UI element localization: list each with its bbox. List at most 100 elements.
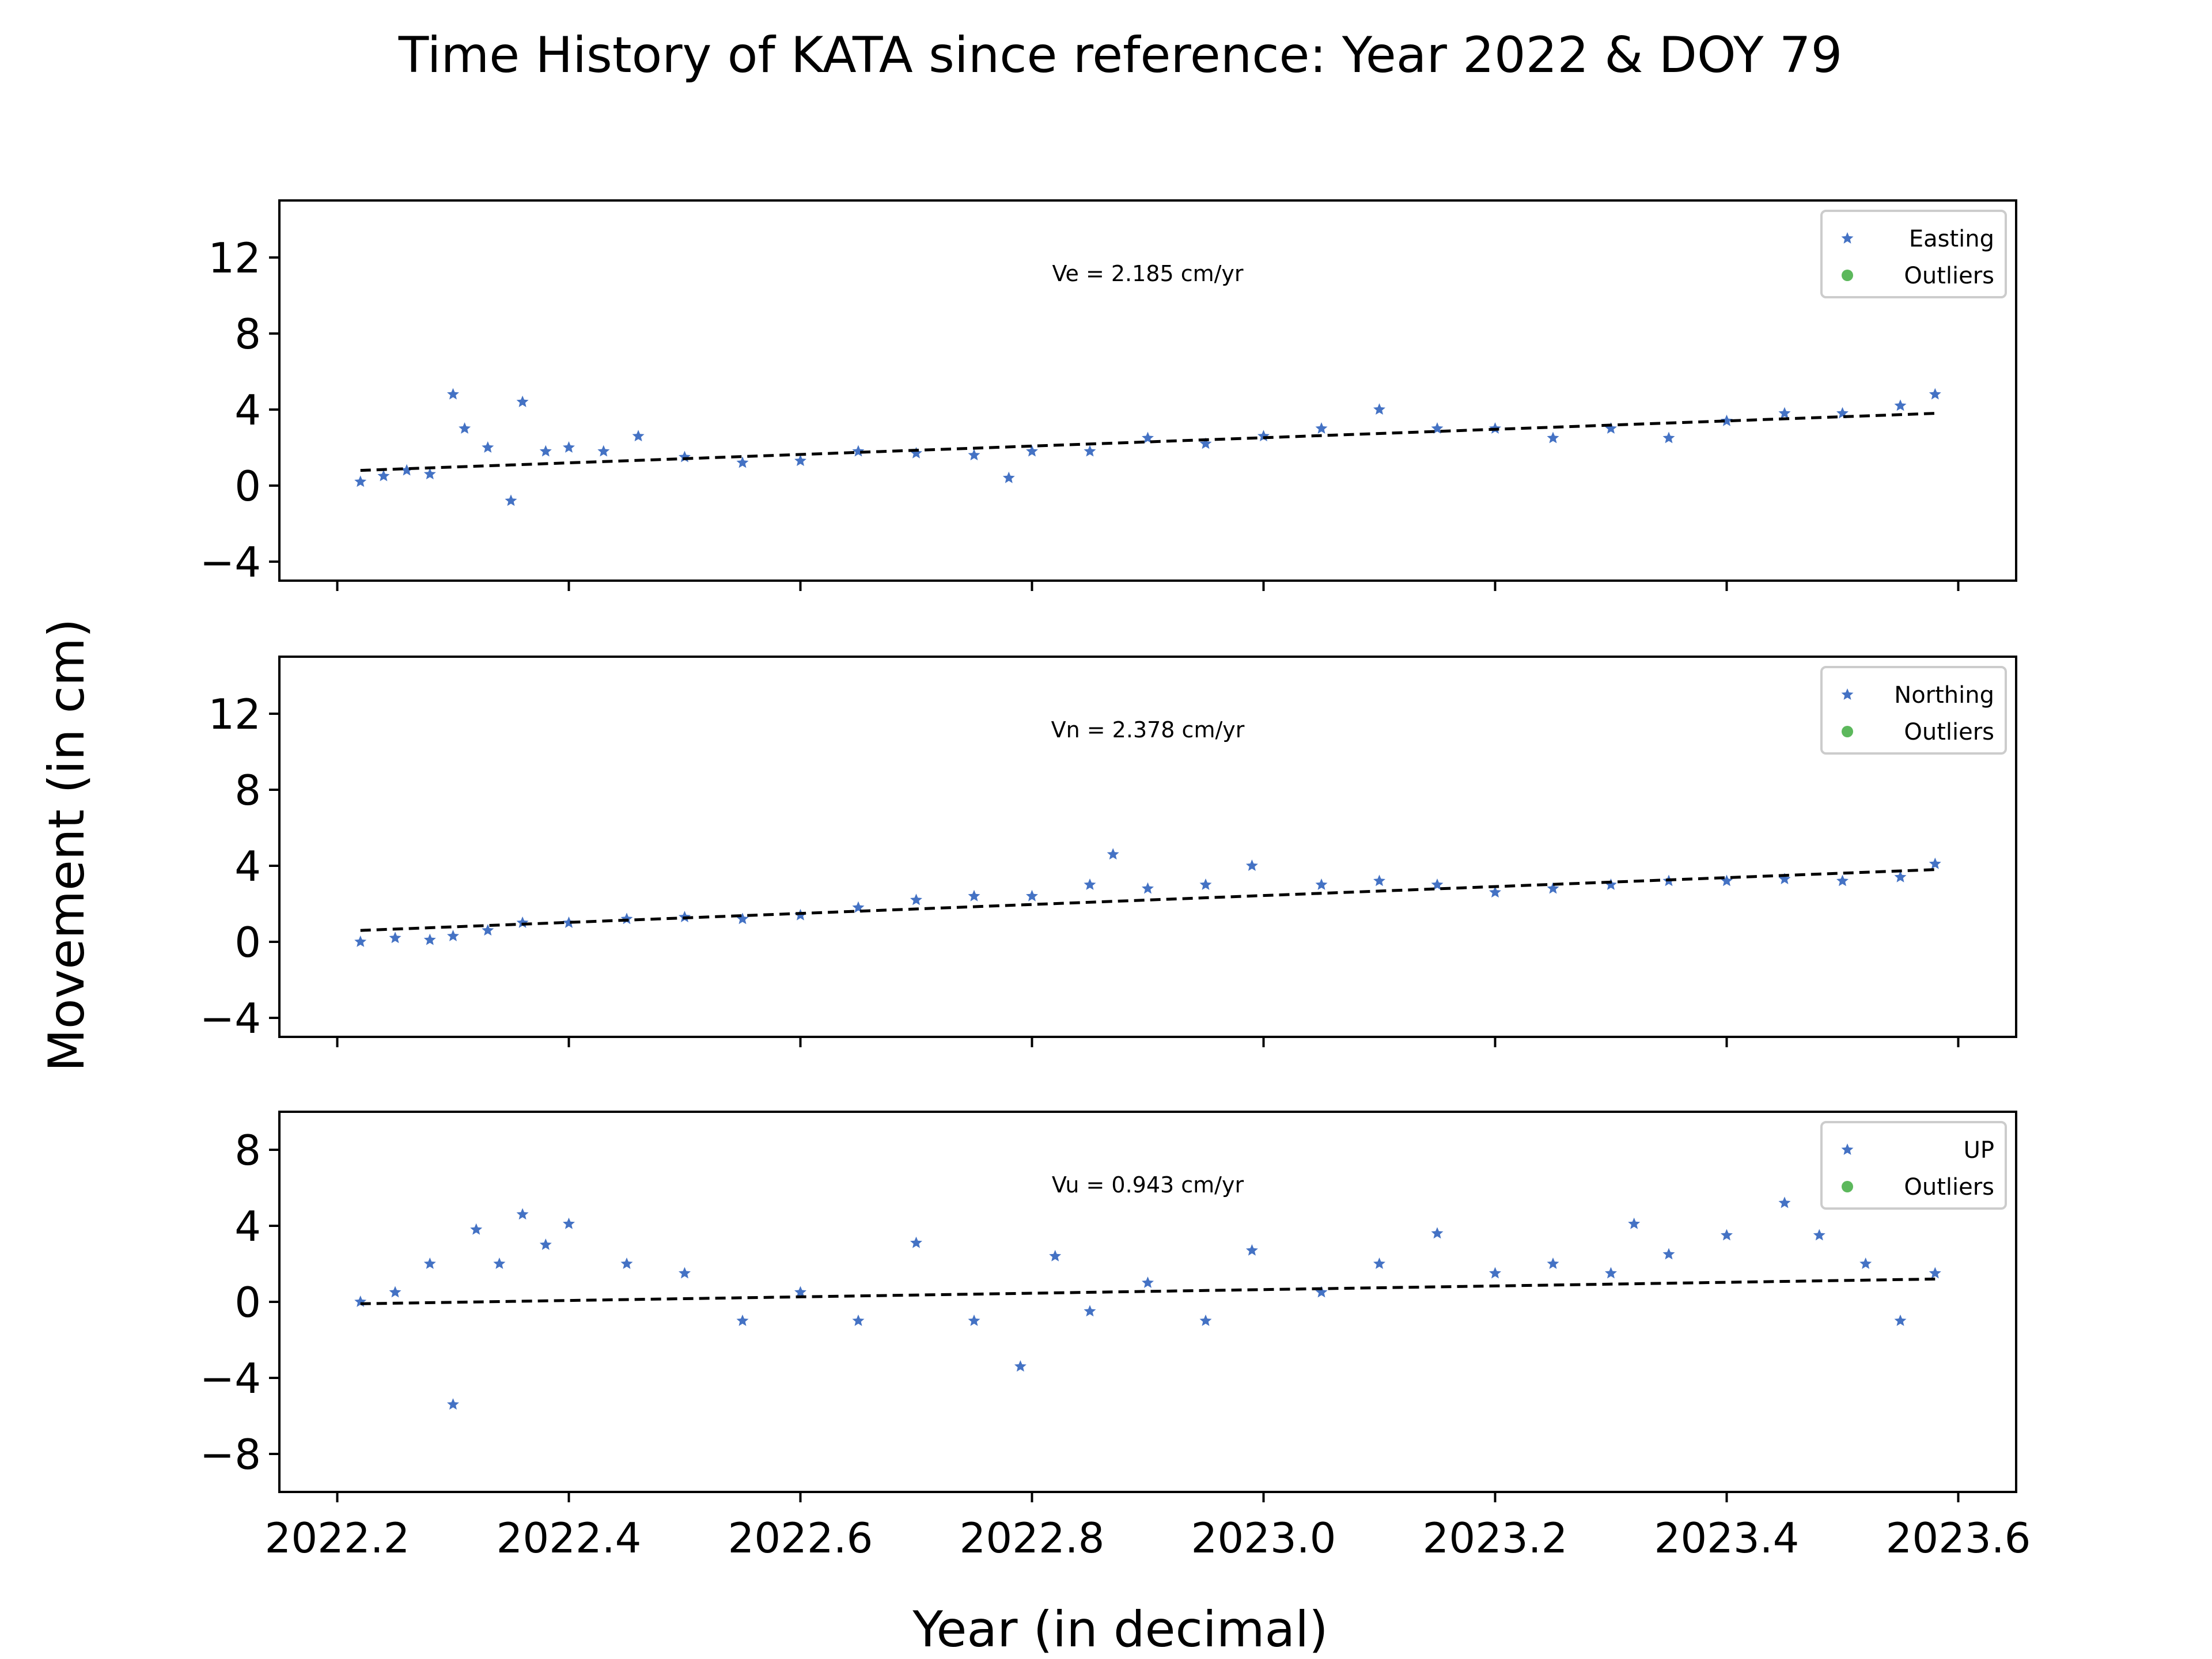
- legend: Easting Outliers: [1820, 210, 2007, 298]
- data-point-up: [1245, 1244, 1258, 1256]
- data-point-easting: [910, 446, 922, 459]
- data-point-up: [620, 1257, 633, 1269]
- data-point-easting: [632, 430, 645, 442]
- data-point-easting: [447, 388, 459, 400]
- data-point-up: [539, 1238, 552, 1250]
- data-point-northing: [1836, 874, 1849, 887]
- data-point-up: [516, 1208, 529, 1220]
- data-point-northing: [1547, 882, 1559, 894]
- legend-frame: [1820, 666, 2007, 755]
- data-point-northing: [968, 889, 980, 902]
- x-tick-label: 2022.8: [960, 1514, 1105, 1562]
- x-tick-label: 2022.2: [265, 1514, 410, 1562]
- data-point-northing: [736, 912, 749, 925]
- data-point-up: [1142, 1277, 1154, 1288]
- data-point-up: [910, 1236, 922, 1248]
- legend-label: Outliers: [1904, 1174, 1994, 1200]
- plot-frame: [278, 199, 2017, 582]
- data-point-up: [852, 1315, 865, 1326]
- data-point-northing: [1431, 878, 1444, 890]
- data-point-up: [1628, 1217, 1641, 1229]
- data-point-northing: [1026, 889, 1038, 902]
- data-point-northing: [354, 935, 367, 947]
- data-point-easting: [1662, 431, 1675, 444]
- subplot-up: 2022.2 2022.4 2022.6 2022.8 2023.0 2023.2 2023…: [200, 1111, 2031, 1562]
- x-tick-label: 2023.2: [1423, 1514, 1568, 1562]
- y-tick-label: 8: [234, 766, 261, 815]
- data-point-up: [1547, 1257, 1559, 1269]
- data-point-northing: [1721, 874, 1733, 887]
- x-tick-label: 2023.6: [1886, 1514, 2031, 1562]
- data-point-up: [1084, 1305, 1096, 1317]
- data-point-northing: [1929, 857, 1941, 869]
- data-point-northing: [1107, 848, 1119, 860]
- data-point-up: [1199, 1315, 1212, 1326]
- subplot-easting: −4 0 4 8 12 Ve = 2.185 cm/yr Easting Outliers: [200, 199, 2017, 591]
- data-point-up: [1489, 1267, 1501, 1279]
- y-tick-label: 4: [234, 842, 261, 891]
- x-axis-label: Year (in decimal): [912, 1601, 1328, 1658]
- plot-frame: [278, 1111, 2017, 1493]
- x-tick-label: 2023.0: [1191, 1514, 1336, 1562]
- data-point-easting: [423, 468, 436, 480]
- y-tick-label: −4: [200, 538, 261, 586]
- legend-label: Northing: [1894, 682, 1994, 709]
- data-point-up: [1813, 1229, 1825, 1241]
- legend-marker-dot: [1842, 726, 1853, 737]
- legend: Northing Outliers: [1820, 666, 2007, 755]
- data-point-easting: [1778, 407, 1791, 419]
- x-tick-label: 2022.6: [728, 1514, 873, 1562]
- data-point-up: [447, 1398, 459, 1410]
- data-point-up: [679, 1267, 691, 1279]
- data-point-northing: [482, 924, 494, 936]
- data-point-easting: [597, 445, 610, 457]
- data-point-northing: [1142, 882, 1154, 894]
- data-point-up: [1373, 1257, 1385, 1269]
- data-point-easting: [794, 454, 806, 466]
- data-point-northing: [389, 931, 402, 944]
- data-point-easting: [516, 395, 529, 407]
- legend-marker-star: [1841, 1143, 1854, 1155]
- y-tick-label: 0: [234, 1278, 261, 1327]
- data-point-easting: [1894, 399, 1907, 411]
- data-point-easting: [563, 441, 575, 453]
- data-point-up: [968, 1315, 980, 1326]
- data-point-easting: [1721, 414, 1733, 426]
- data-point-up: [1049, 1249, 1062, 1262]
- legend: UP Outliers: [1820, 1121, 2007, 1210]
- data-point-easting: [1002, 471, 1015, 483]
- y-tick-label: 0: [234, 462, 261, 510]
- data-point-up: [736, 1315, 749, 1326]
- data-point-easting: [968, 449, 980, 461]
- data-point-northing: [1199, 878, 1212, 890]
- data-point-easting: [1929, 388, 1941, 400]
- data-point-northing: [423, 933, 436, 945]
- data-point-easting: [1605, 422, 1617, 434]
- data-point-easting: [354, 475, 367, 487]
- data-point-easting: [539, 445, 552, 457]
- trend-line: [360, 868, 1936, 932]
- data-point-up: [493, 1257, 506, 1269]
- legend-marker-dot: [1842, 270, 1853, 281]
- x-tick-label: 2023.4: [1654, 1514, 1800, 1562]
- data-point-up: [1662, 1248, 1675, 1260]
- legend-label: Easting: [1909, 226, 1994, 252]
- data-point-easting: [505, 494, 517, 506]
- data-point-up: [1315, 1286, 1328, 1298]
- x-tick-label: 2022.4: [497, 1514, 642, 1562]
- trend-line: [360, 1277, 1936, 1305]
- data-point-easting: [1547, 431, 1559, 444]
- data-point-northing: [910, 893, 922, 906]
- figure-title: Time History of KATA since reference: Ye…: [398, 26, 1843, 84]
- legend-marker-star: [1841, 232, 1854, 244]
- plot-frame: [278, 656, 2017, 1038]
- data-point-up: [1929, 1267, 1941, 1279]
- velocity-annotation: Vn = 2.378 cm/yr: [1051, 717, 1245, 743]
- y-tick-label: 12: [208, 234, 261, 282]
- data-point-northing: [1315, 878, 1328, 890]
- data-point-easting: [459, 422, 471, 434]
- data-point-northing: [1489, 886, 1501, 898]
- data-point-northing: [447, 930, 459, 941]
